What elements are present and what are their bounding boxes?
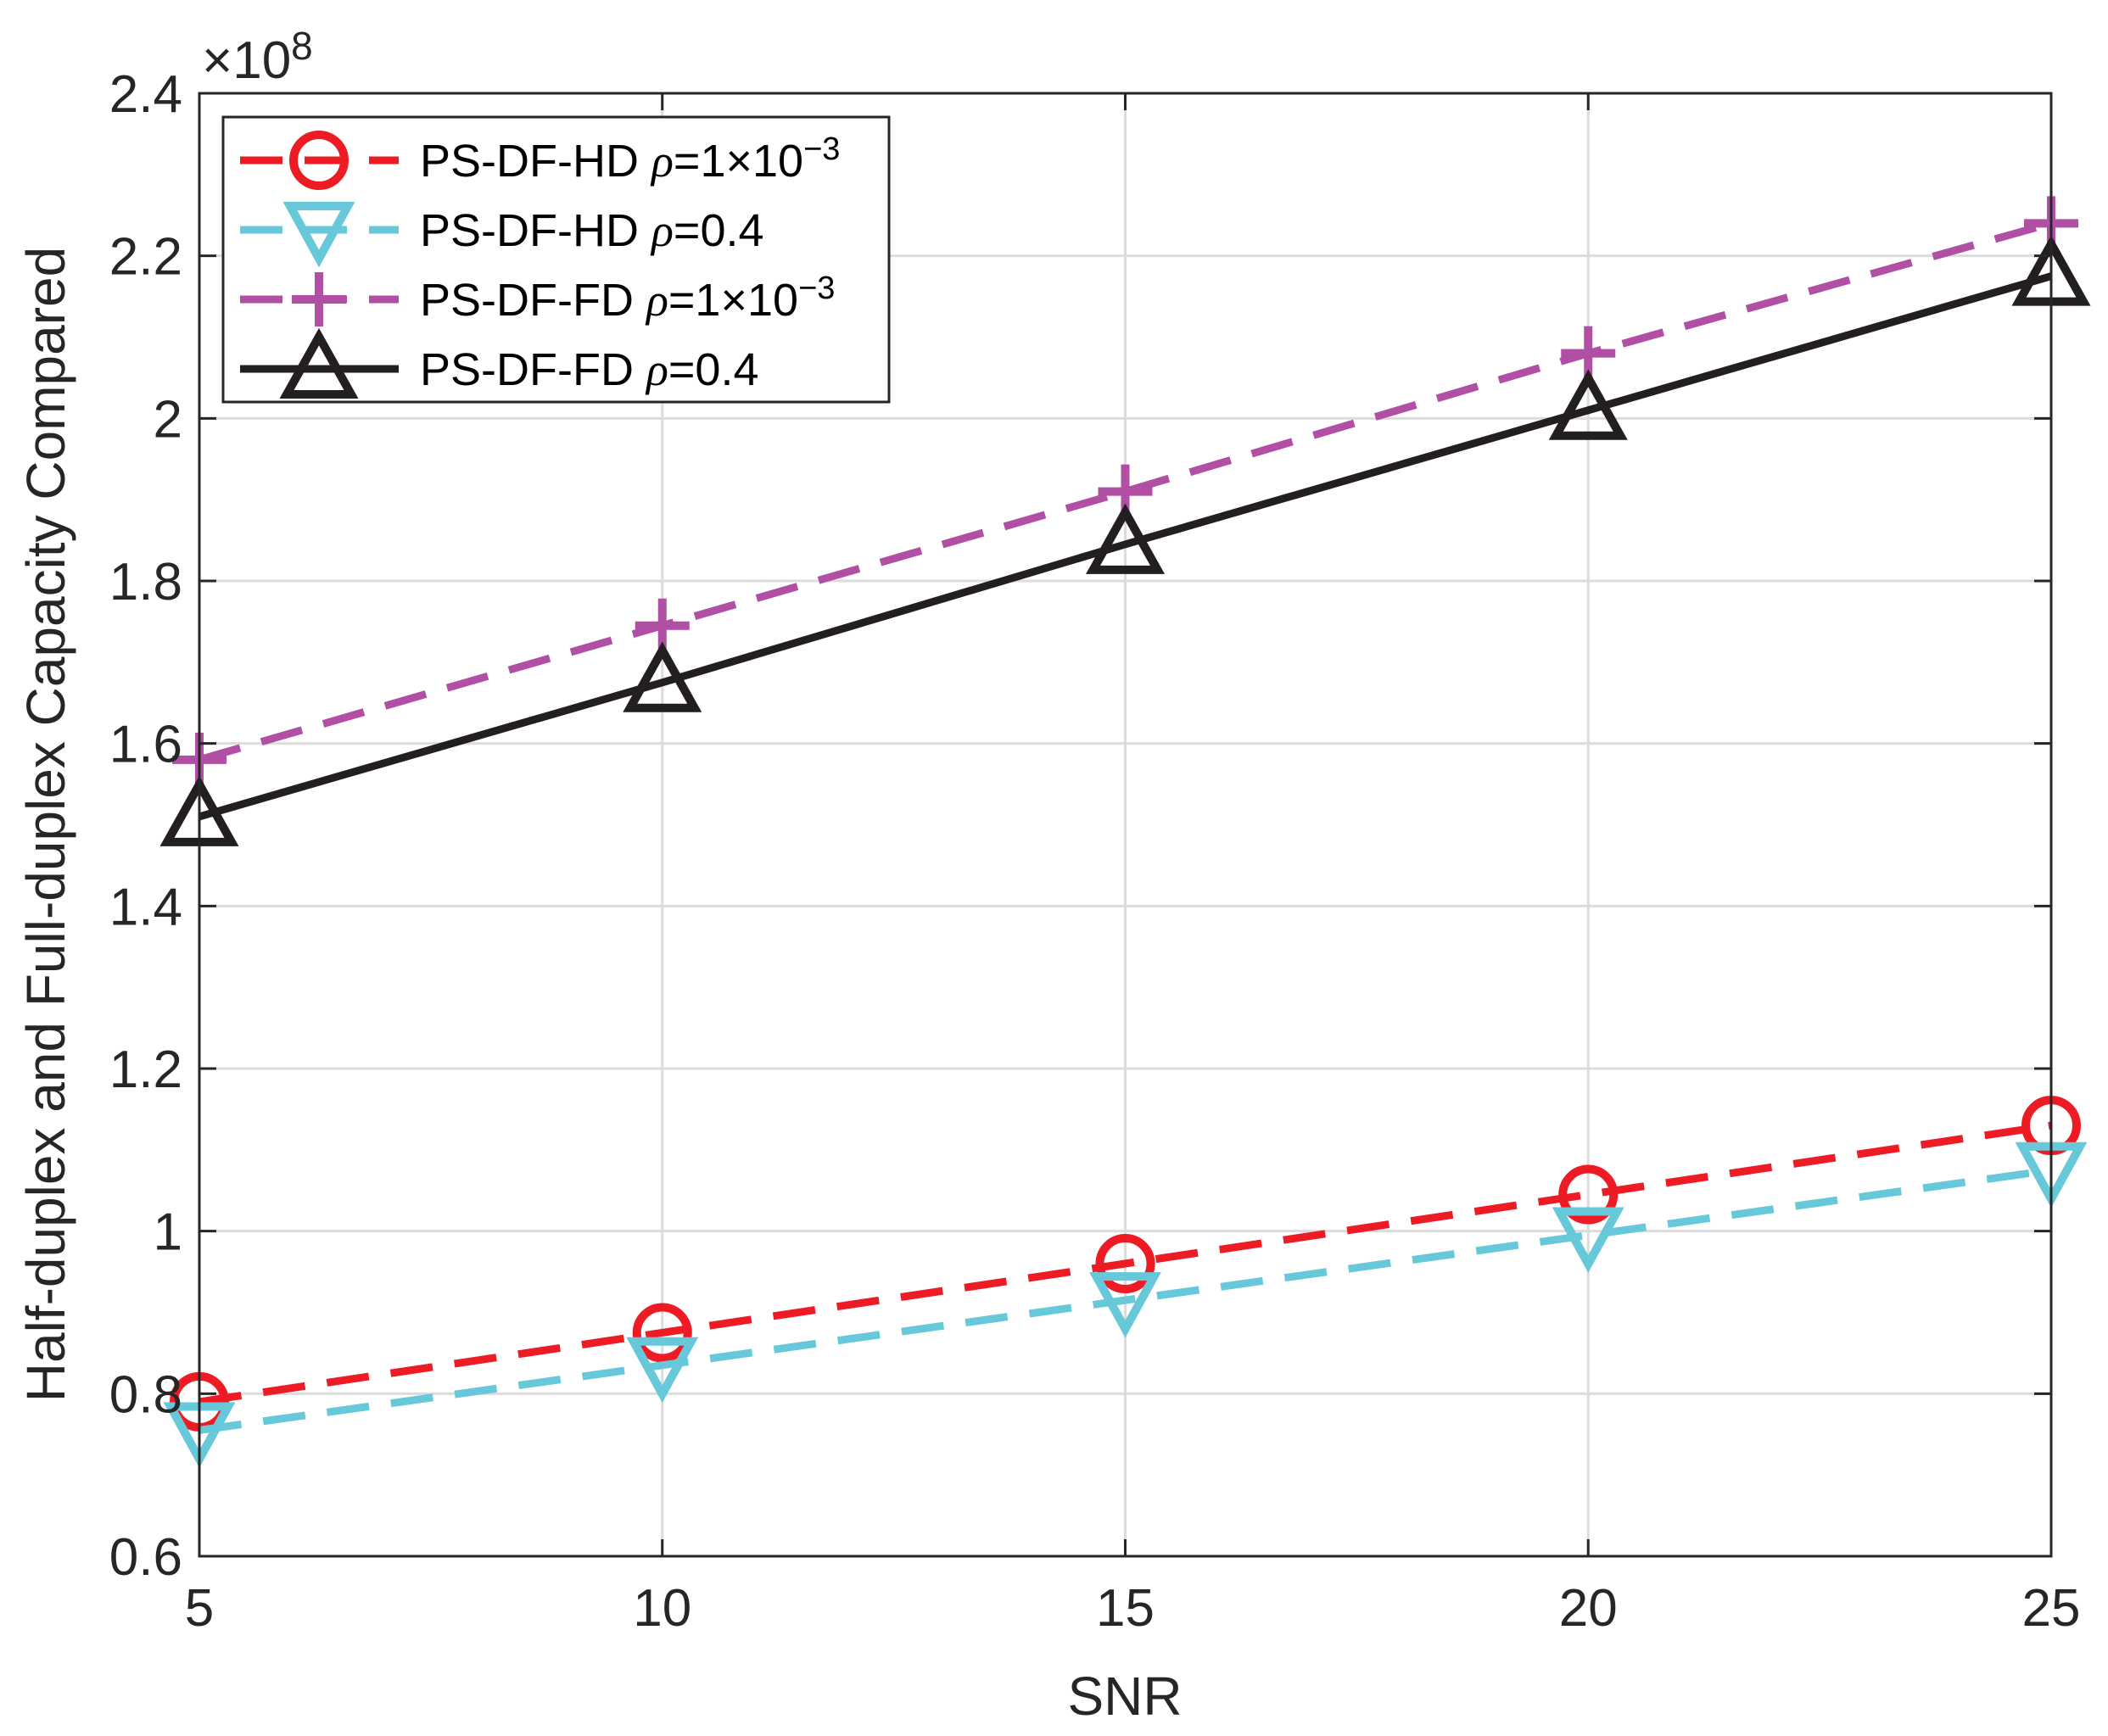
- data-point-marker: [1089, 1272, 1161, 1338]
- data-point-marker: [626, 1337, 699, 1404]
- x-tick-label: 10: [633, 1579, 691, 1638]
- y-tick-label: 2.2: [109, 228, 182, 287]
- y-exponent-label: ×108: [202, 24, 313, 90]
- y-tick-label: 2: [154, 390, 182, 449]
- y-tick-label: 1.6: [109, 716, 182, 774]
- axes: [198, 92, 2053, 1558]
- data-point-marker: [1558, 1164, 1619, 1225]
- legend-label: PS-DF-FD ρ=0.4: [420, 344, 759, 395]
- legend-entry: PS-DF-FD ρ=0.4: [240, 327, 759, 399]
- legend-rho-symbol: ρ: [645, 275, 668, 326]
- legend-label: PS-DF-HD ρ=1×10−3: [420, 131, 840, 187]
- y-tick-label: 1: [154, 1203, 182, 1262]
- tick-labels: 5 10 15 20 25 0.6 0.8 1 1.2 1.4 1.6 1.8 2 2.2 2.4: [109, 65, 2081, 1638]
- x-axis-title: SNR: [1067, 1666, 1182, 1727]
- legend-rho-symbol: ρ: [650, 136, 674, 187]
- legend-series-name: PS-DF-FD: [420, 275, 646, 326]
- legend-rho-symbol: ρ: [650, 205, 674, 256]
- y-tick-label: 1.8: [109, 553, 182, 611]
- legend-series-name: PS-DF-FD: [420, 344, 646, 395]
- legend-param-exponent: −3: [803, 131, 840, 167]
- legend-param-value: =1×10: [668, 275, 798, 326]
- legend: PS-DF-HD ρ=1×10−3PS-DF-HD ρ=0.4PS-DF-FD …: [221, 115, 891, 404]
- data-point-marker: [1552, 1207, 1624, 1273]
- series-line: [198, 272, 2053, 821]
- y-exponent-base: ×10: [202, 31, 291, 90]
- legend-series-name: PS-DF-HD: [420, 136, 651, 187]
- legend-entry: PS-DF-HD ρ=1×10−3: [240, 131, 840, 190]
- data-point-marker: [1085, 503, 1166, 574]
- x-tick-label: 15: [1096, 1579, 1155, 1638]
- x-tick-label: 5: [185, 1579, 214, 1638]
- legend-param-value: =1×10: [674, 136, 803, 187]
- y-exponent-power: 8: [291, 24, 313, 68]
- data-point-marker: [1548, 369, 1628, 440]
- y-tick-label: 0.8: [109, 1365, 182, 1424]
- y-tick-label: 2.4: [109, 65, 182, 124]
- legend-series-name: PS-DF-HD: [420, 205, 651, 256]
- legend-marker: [282, 202, 355, 268]
- y-axis-title: Half-duplex and Full-duplex Capacity Com…: [15, 247, 76, 1402]
- legend-entry: PS-DF-HD ρ=0.4: [240, 202, 764, 268]
- y-tick-label: 1.2: [109, 1041, 182, 1099]
- legend-marker: [292, 272, 346, 327]
- data-point-marker: [632, 1303, 692, 1363]
- x-tick-label: 20: [1559, 1579, 1618, 1638]
- legend-param-value: =0.4: [674, 205, 764, 256]
- series-line: [198, 1166, 2052, 1434]
- legend-marker: [289, 131, 349, 190]
- legend-param-exponent: −3: [798, 271, 835, 306]
- legend-box: [221, 115, 891, 404]
- data-point-marker: [1095, 1234, 1155, 1293]
- legend-label: PS-DF-FD ρ=1×10−3: [420, 271, 835, 326]
- x-tick-label: 25: [2022, 1579, 2081, 1638]
- legend-marker: [279, 327, 359, 399]
- data-point-marker: [623, 641, 702, 712]
- y-tick-label: 0.6: [109, 1528, 182, 1587]
- legend-param-value: =0.4: [668, 344, 759, 395]
- series-line: [198, 1121, 2052, 1406]
- legend-entry: PS-DF-FD ρ=1×10−3: [240, 271, 835, 327]
- legend-rho-symbol: ρ: [645, 344, 668, 395]
- legend-label: PS-DF-HD ρ=0.4: [420, 205, 764, 256]
- y-tick-label: 1.4: [109, 878, 182, 936]
